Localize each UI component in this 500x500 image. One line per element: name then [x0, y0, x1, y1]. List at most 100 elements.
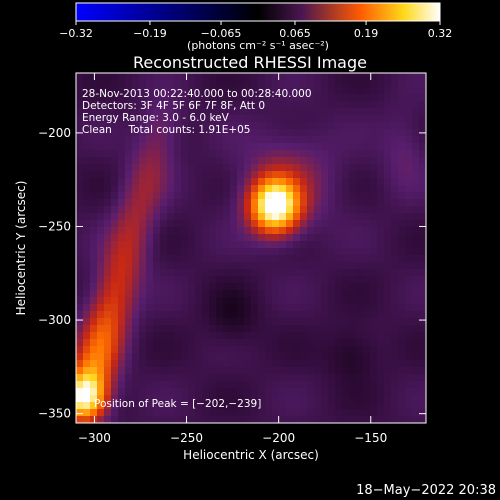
heatmap-cell	[279, 213, 287, 221]
heatmap-cell	[188, 199, 196, 207]
heatmap-cell	[230, 269, 238, 277]
heatmap-cell	[174, 143, 182, 151]
heatmap-cell	[363, 311, 371, 319]
heatmap-cell	[265, 94, 273, 102]
heatmap-cell	[412, 80, 420, 88]
heatmap-cell	[111, 346, 119, 354]
heatmap-cell	[244, 395, 252, 403]
heatmap-cell	[405, 73, 413, 81]
heatmap-cell	[342, 185, 350, 193]
heatmap-cell	[265, 129, 273, 137]
heatmap-cell	[125, 122, 133, 130]
heatmap-cell	[300, 276, 308, 284]
heatmap-cell	[167, 150, 175, 158]
heatmap-cell	[405, 171, 413, 179]
heatmap-cell	[321, 94, 329, 102]
heatmap-cell	[97, 80, 105, 88]
heatmap-cell	[391, 304, 399, 312]
heatmap-cell	[174, 332, 182, 340]
heatmap-cell	[104, 318, 112, 326]
heatmap-cell	[244, 192, 252, 200]
heatmap-cell	[216, 353, 224, 361]
heatmap-cell	[251, 94, 259, 102]
heatmap-cell	[83, 283, 91, 291]
heatmap-cell	[391, 213, 399, 221]
heatmap-cell	[216, 374, 224, 382]
heatmap-cell	[76, 339, 84, 347]
heatmap-cell	[335, 402, 343, 410]
heatmap-cell	[188, 73, 196, 81]
heatmap-cell	[181, 374, 189, 382]
heatmap-cell	[363, 115, 371, 123]
heatmap-cell	[405, 360, 413, 368]
heatmap-cell	[188, 143, 196, 151]
heatmap-cell	[300, 108, 308, 116]
heatmap-cell	[349, 262, 357, 270]
heatmap-cell	[202, 374, 210, 382]
heatmap-cell	[328, 332, 336, 340]
heatmap-cell	[258, 80, 266, 88]
heatmap-cell	[146, 80, 154, 88]
heatmap-cell	[398, 108, 406, 116]
heatmap-cell	[314, 353, 322, 361]
heatmap-cell	[111, 339, 119, 347]
heatmap-cell	[125, 402, 133, 410]
heatmap-cell	[412, 416, 420, 423]
heatmap-cell	[342, 255, 350, 263]
heatmap-cell	[356, 311, 364, 319]
heatmap-cell	[209, 227, 217, 235]
heatmap-cell	[349, 73, 357, 81]
heatmap-cell	[293, 360, 301, 368]
heatmap-cell	[419, 199, 426, 207]
heatmap-cell	[300, 213, 308, 221]
heatmap-cell	[258, 213, 266, 221]
heatmap-cell	[293, 311, 301, 319]
heatmap-cell	[307, 283, 315, 291]
heatmap-cell	[335, 353, 343, 361]
heatmap-cell	[132, 325, 140, 333]
heatmap-cell	[237, 136, 245, 144]
heatmap-cell	[335, 136, 343, 144]
heatmap-cell	[195, 87, 203, 95]
heatmap-cell	[356, 416, 364, 423]
heatmap-cell	[300, 311, 308, 319]
heatmap-cell	[90, 402, 98, 410]
heatmap-cell	[279, 269, 287, 277]
heatmap-cell	[384, 374, 392, 382]
heatmap-cell	[132, 255, 140, 263]
heatmap-cell	[181, 157, 189, 165]
heatmap-cell	[209, 346, 217, 354]
heatmap-cell	[272, 297, 280, 305]
heatmap-cell	[356, 409, 364, 417]
heatmap-cell	[90, 346, 98, 354]
heatmap-cell	[300, 346, 308, 354]
heatmap-cell	[230, 199, 238, 207]
heatmap-cell	[97, 297, 105, 305]
heatmap-cell	[342, 262, 350, 270]
heatmap-cell	[279, 73, 287, 81]
heatmap-cell	[251, 283, 259, 291]
heatmap-cell	[202, 234, 210, 242]
heatmap-cell	[349, 367, 357, 375]
heatmap-cell	[286, 171, 294, 179]
heatmap-cell	[244, 143, 252, 151]
heatmap-cell	[104, 234, 112, 242]
heatmap-cell	[342, 353, 350, 361]
heatmap-cell	[265, 206, 273, 214]
heatmap-cell	[419, 318, 426, 326]
heatmap-cell	[146, 290, 154, 298]
heatmap-cell	[125, 367, 133, 375]
heatmap-cell	[398, 283, 406, 291]
heatmap-cell	[230, 402, 238, 410]
heatmap-cell	[167, 402, 175, 410]
heatmap-cell	[237, 276, 245, 284]
heatmap-cell	[97, 185, 105, 193]
heatmap-cell	[167, 108, 175, 116]
heatmap-cell	[419, 283, 426, 291]
heatmap-cell	[160, 353, 168, 361]
heatmap-cell	[419, 402, 426, 410]
heatmap-cell	[293, 395, 301, 403]
heatmap-cell	[391, 353, 399, 361]
heatmap-cell	[223, 185, 231, 193]
heatmap-cell	[384, 304, 392, 312]
